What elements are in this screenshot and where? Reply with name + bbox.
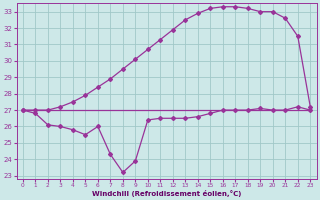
X-axis label: Windchill (Refroidissement éolien,°C): Windchill (Refroidissement éolien,°C) [92, 190, 241, 197]
